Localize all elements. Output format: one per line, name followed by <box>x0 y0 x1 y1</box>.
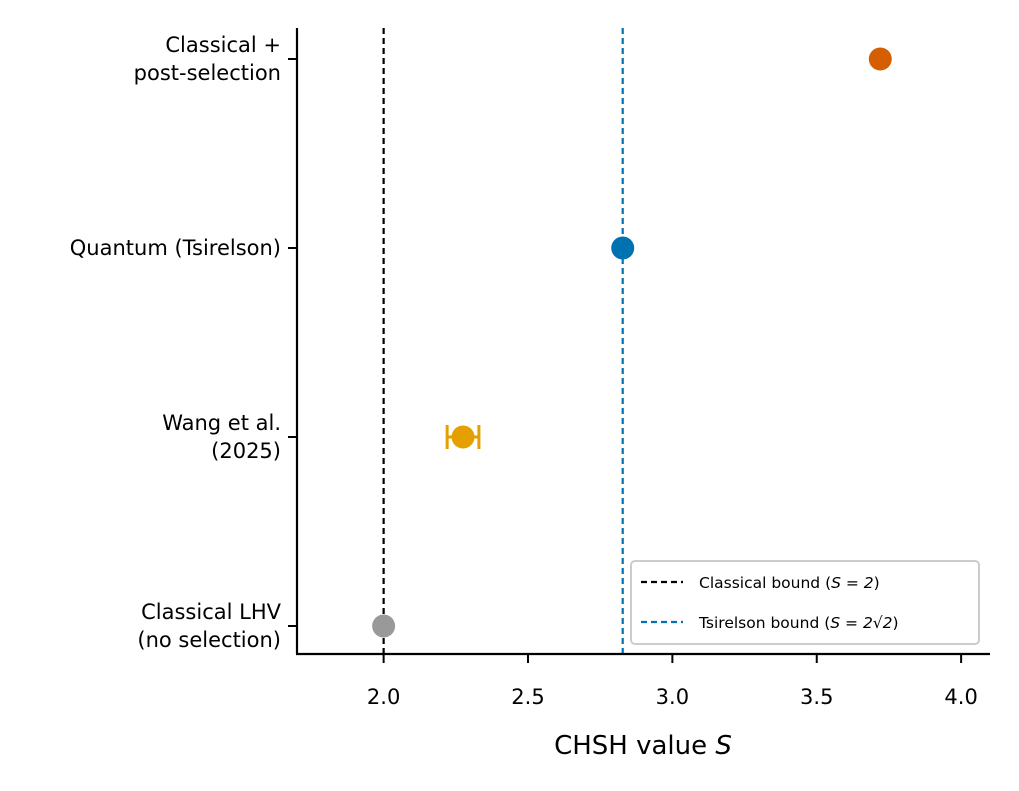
data-point-0 <box>372 614 396 638</box>
category-label: Quantum (Tsirelson) <box>70 236 281 260</box>
x-axis-title: CHSH value S <box>554 731 732 761</box>
category-label: Wang et al. (2025) <box>162 411 281 463</box>
data-point-3 <box>868 47 892 71</box>
x-tick-label: 3.5 <box>800 685 833 709</box>
legend: Classical bound (S = 2) Tsirelson bound (… <box>630 560 980 645</box>
category-label: Classical LHV (no selection) <box>137 600 281 652</box>
data-point-1 <box>451 425 475 449</box>
legend-frame <box>630 560 980 645</box>
y-ticks: Classical LHV (no selection) Wang et al. (2… <box>70 33 297 652</box>
legend-label: Tsirelson bound (S = 2√2) <box>698 614 899 632</box>
data-point-2 <box>611 236 635 260</box>
x-tick-label: 2.5 <box>511 685 544 709</box>
legend-label: Classical bound (S = 2) <box>699 574 880 592</box>
x-tick-label: 4.0 <box>944 685 977 709</box>
data-points <box>372 47 892 638</box>
x-tick-label: 2.0 <box>367 685 400 709</box>
x-ticks: 2.0 2.5 3.0 3.5 4.0 <box>367 654 978 709</box>
category-label: Classical + post-selection <box>134 33 281 85</box>
reference-lines <box>382 28 624 654</box>
axes <box>295 28 990 656</box>
x-tick-label: 3.0 <box>656 685 689 709</box>
